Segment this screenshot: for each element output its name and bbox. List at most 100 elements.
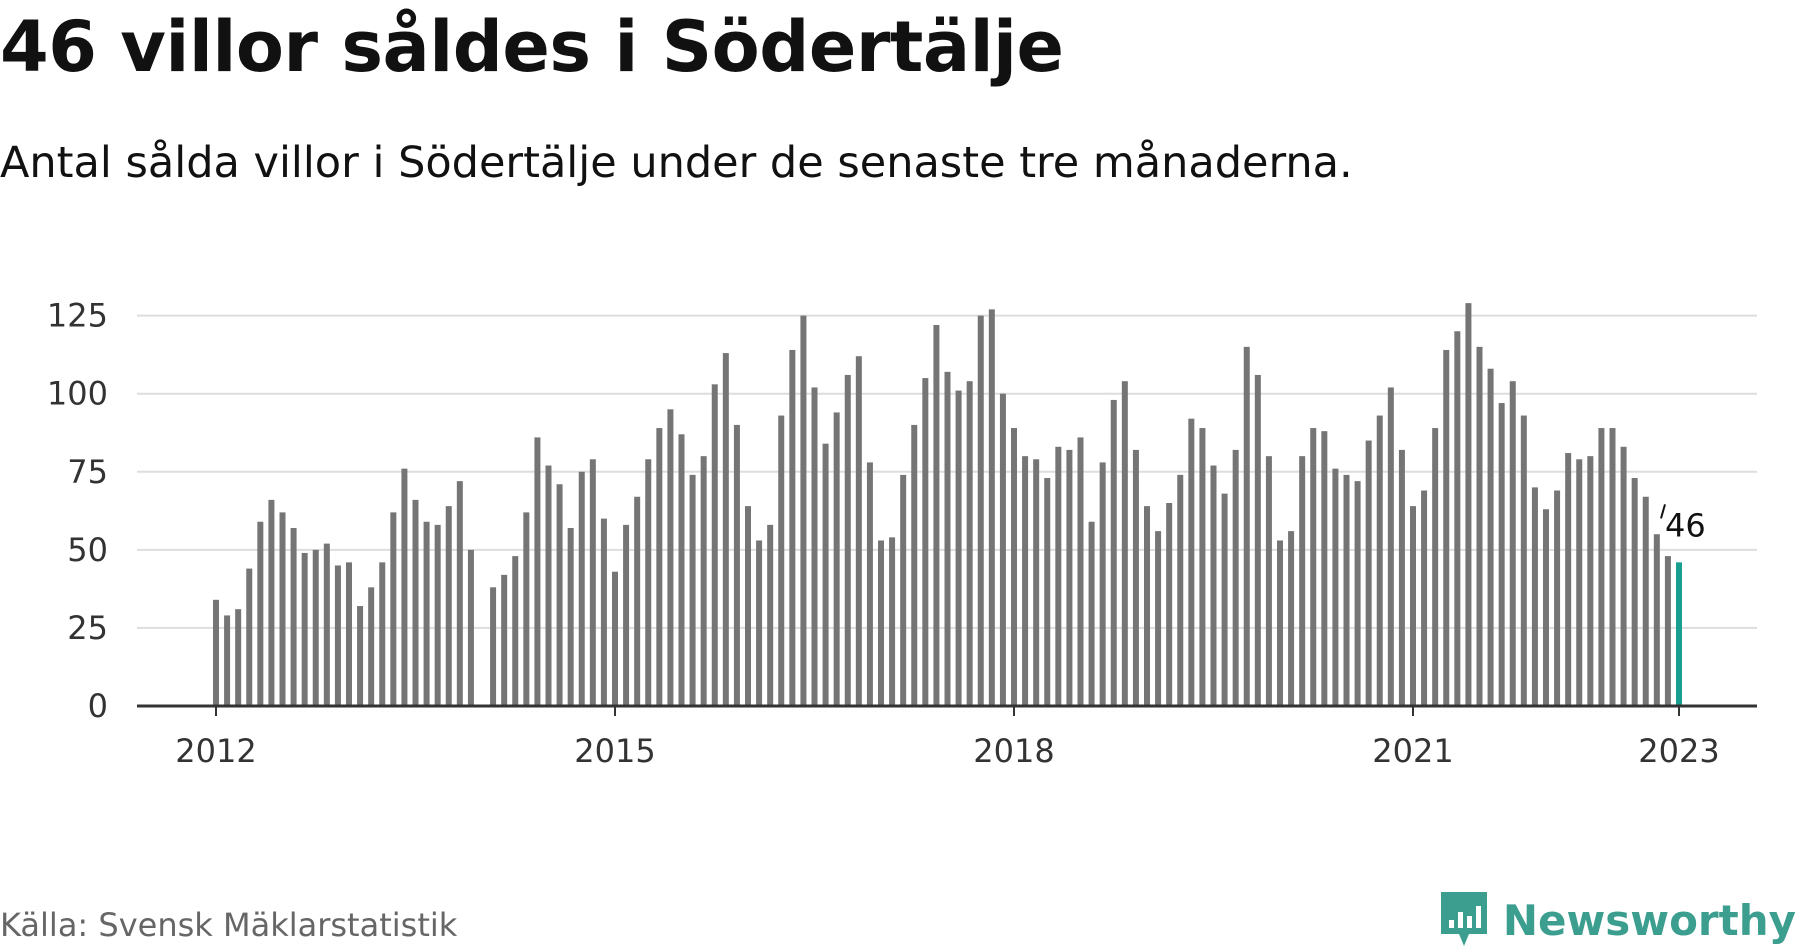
bar (501, 574, 508, 706)
bar-highlight (1676, 562, 1682, 706)
x-tick-label: 2023 (1638, 732, 1719, 770)
bar (1055, 446, 1062, 706)
y-tick-label: 75 (67, 453, 108, 491)
bar (1476, 346, 1483, 706)
bar (922, 378, 929, 706)
bar (334, 565, 341, 706)
bar (855, 356, 862, 706)
bar (1398, 449, 1405, 706)
bar (656, 428, 663, 706)
bar (733, 424, 740, 706)
bar (1620, 446, 1627, 706)
bar (1354, 481, 1361, 706)
bar (1520, 415, 1527, 706)
bar (312, 549, 319, 706)
source-note: Källa: Svensk Mäklarstatistik (0, 906, 458, 944)
bar (1387, 387, 1394, 706)
bar (401, 468, 408, 706)
bar (412, 499, 419, 706)
bar-chart: 0 25 50 75 100 125 2012 2015 2018 2021 2023 46 (47, 297, 1757, 770)
bar (301, 552, 308, 706)
bar (1332, 468, 1339, 706)
bar (1265, 456, 1272, 706)
bar (1077, 437, 1084, 706)
highlight-value-label: 46 (1665, 506, 1706, 544)
bar (512, 556, 519, 706)
bar (1288, 531, 1295, 706)
y-tick-label: 100 (47, 375, 108, 413)
bar (379, 562, 386, 706)
y-tick-label: 0 (88, 687, 108, 725)
labels: 0 25 50 75 100 125 2012 2015 2018 2021 2023 46 (47, 297, 1720, 770)
bars (213, 303, 1682, 706)
bar (1609, 428, 1616, 706)
bar (423, 521, 430, 706)
bar (1531, 487, 1538, 706)
bar (689, 474, 696, 706)
bar (1565, 453, 1572, 706)
bar (1365, 440, 1372, 706)
y-tick-label: 25 (67, 609, 108, 647)
bar (811, 387, 818, 706)
bar (346, 562, 352, 706)
bar (866, 462, 873, 706)
bar (789, 349, 796, 706)
bar (1310, 428, 1317, 706)
bar (1343, 474, 1350, 706)
bar (545, 465, 552, 706)
bar (911, 424, 918, 706)
bar (456, 481, 463, 706)
x-tick-label: 2015 (574, 732, 655, 770)
bar (434, 524, 441, 706)
bar (1155, 531, 1162, 706)
bar (534, 437, 541, 706)
bar (999, 393, 1006, 706)
x-tick-label: 2012 (175, 732, 256, 770)
bar (1144, 506, 1150, 706)
bar (900, 474, 907, 706)
bar (1199, 428, 1206, 706)
bar (357, 606, 364, 706)
bar (745, 506, 751, 706)
bar (767, 524, 774, 706)
x-tick-label: 2021 (1372, 732, 1453, 770)
bar (844, 374, 851, 706)
bar (257, 521, 264, 706)
bar (1188, 418, 1195, 706)
bar (1376, 415, 1383, 706)
bar (1509, 381, 1516, 706)
bar (1498, 403, 1505, 706)
newsworthy-logo-icon (1440, 892, 1487, 946)
chart-subtitle: Antal sålda villor i Södertälje under de… (0, 138, 1353, 188)
bar (667, 409, 674, 706)
bar (1121, 381, 1128, 706)
bar (1066, 449, 1073, 706)
bar (800, 315, 807, 706)
bar (523, 512, 530, 706)
bar (1432, 428, 1439, 706)
bar (756, 540, 763, 706)
bar (224, 615, 231, 706)
bar (1554, 490, 1561, 706)
bar (1132, 449, 1139, 706)
bar (1587, 456, 1594, 706)
bar (567, 527, 574, 706)
bar (634, 496, 641, 706)
bar (1177, 474, 1184, 706)
bar (1221, 493, 1228, 706)
bar (955, 390, 962, 706)
bar (368, 587, 375, 706)
y-tick-label: 50 (67, 531, 108, 569)
brand[interactable]: Newsworthy (1439, 890, 1796, 950)
bar (1443, 349, 1450, 706)
value-label-leader (1660, 504, 1666, 519)
bar (578, 471, 585, 706)
bar (467, 549, 474, 706)
bar (1664, 556, 1671, 706)
bar (1487, 368, 1494, 706)
bar (1022, 456, 1029, 706)
bar (1653, 534, 1660, 706)
bar (1576, 459, 1583, 706)
bar (1011, 428, 1017, 706)
bar (1088, 521, 1095, 706)
